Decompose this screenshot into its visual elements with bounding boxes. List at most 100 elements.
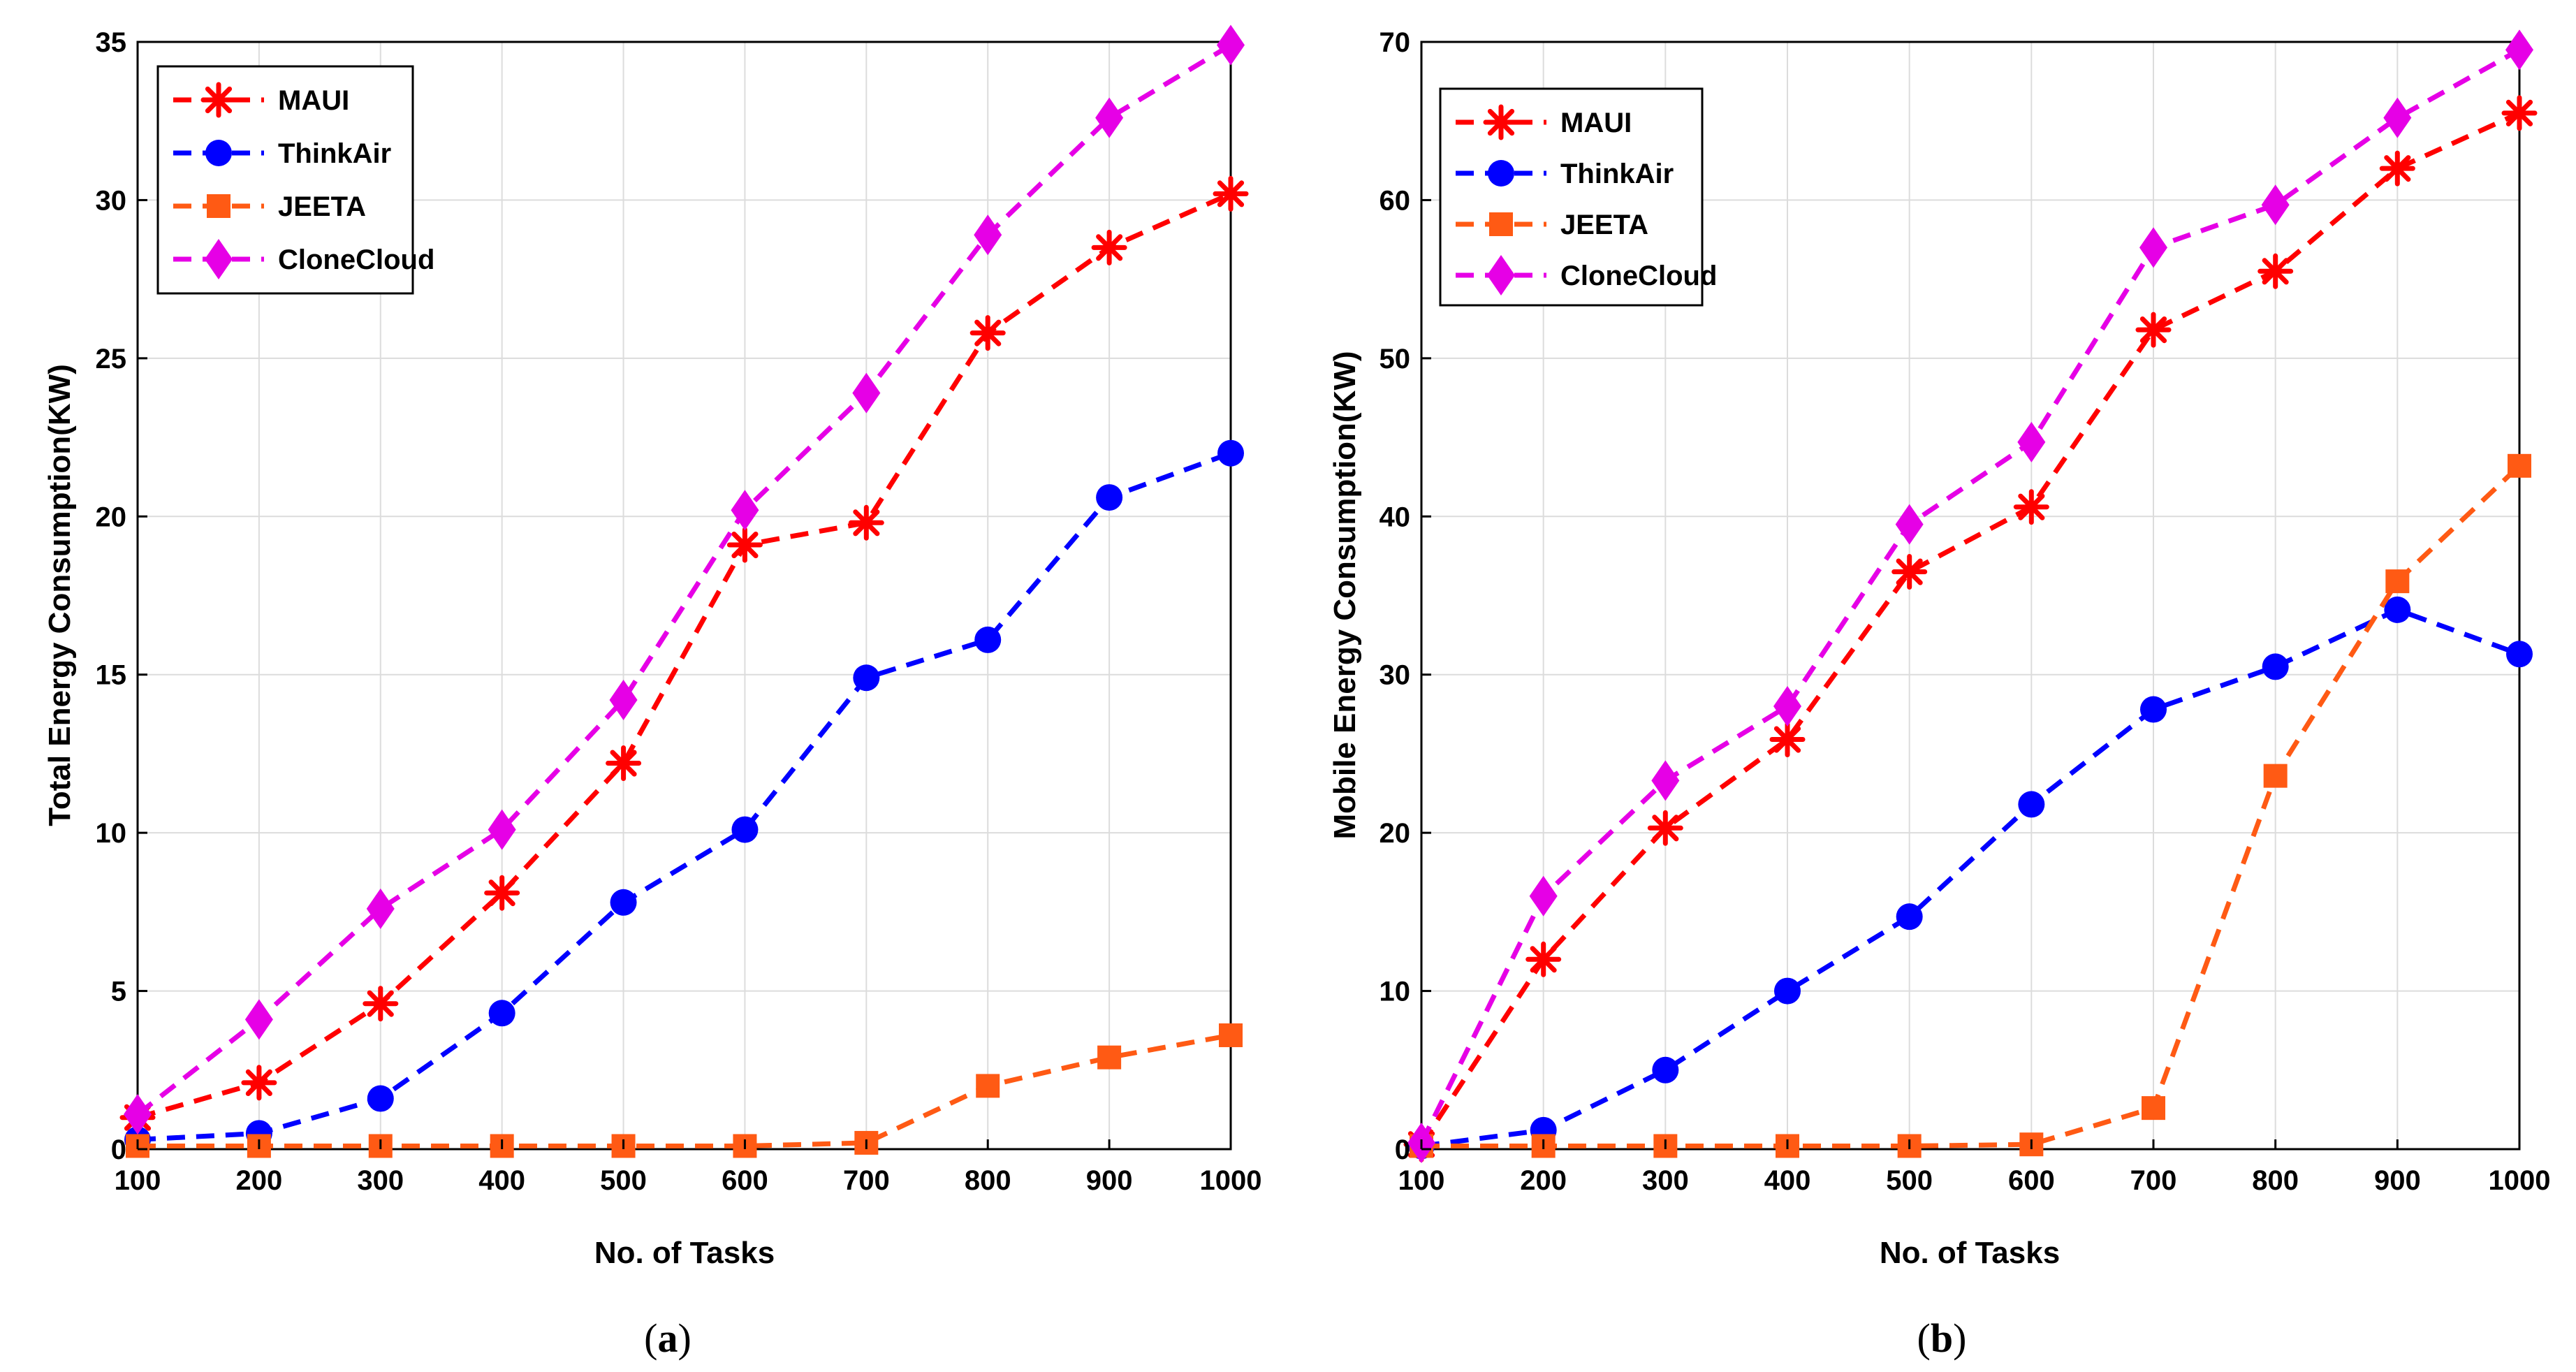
y-tick-label: 0 — [111, 1134, 126, 1165]
y-tick-label: 60 — [1380, 185, 1411, 216]
data-point-thinkair — [731, 816, 759, 843]
data-point-clonecloud — [366, 888, 395, 929]
data-point-maui — [2379, 150, 2415, 187]
y-tick-label: 20 — [96, 502, 127, 532]
data-point-maui — [2501, 95, 2538, 131]
data-point-clonecloud — [2139, 227, 2167, 268]
series-line-jeeta — [138, 1032, 1231, 1148]
plot-frame-b — [1420, 41, 2521, 1151]
data-point-jeeta — [2263, 764, 2288, 788]
data-point-maui — [1647, 810, 1683, 846]
x-axis-label-b: No. of Tasks — [1880, 1236, 2060, 1270]
x-tick-labels-b: 100 200 300 400 500 600 700 800 900 1000 — [1398, 1139, 2551, 1196]
data-point-thinkair — [2262, 653, 2289, 680]
data-point-maui — [1213, 175, 1249, 212]
chart-panel-b: 100 200 300 400 500 600 700 800 900 1000 0 10 20 30 4… — [1328, 27, 2550, 1361]
data-point-clonecloud — [609, 679, 638, 720]
data-point-clonecloud — [2017, 421, 2046, 462]
legend-label-maui: MAUI — [278, 85, 349, 116]
y-tick-label: 15 — [96, 660, 127, 691]
series-line-thinkair — [1421, 607, 2521, 1148]
x-tick-label: 700 — [2130, 1165, 2177, 1196]
data-point-thinkair — [1652, 1056, 1679, 1083]
x-tick-label: 800 — [2252, 1165, 2299, 1196]
x-tick-labels-a: 100 200 300 400 500 600 700 800 900 1000 — [115, 1139, 1262, 1196]
data-point-maui — [726, 527, 763, 563]
data-point-maui — [1769, 722, 1806, 757]
data-point-jeeta — [1097, 1045, 1122, 1070]
data-point-jeeta — [2508, 453, 2531, 478]
data-point-thinkair — [2384, 596, 2411, 623]
y-tick-label: 50 — [1380, 344, 1411, 374]
y-tick-label: 10 — [1380, 977, 1411, 1007]
y-tick-label: 30 — [1380, 660, 1411, 691]
y-tick-label: 5 — [111, 977, 126, 1007]
x-tick-label: 800 — [965, 1165, 1011, 1196]
series-line-thinkair — [137, 451, 1232, 1142]
data-point-maui — [363, 986, 399, 1022]
data-point-clonecloud — [1651, 760, 1680, 801]
data-point-thinkair — [2140, 696, 2167, 723]
data-point-clonecloud — [1529, 875, 1558, 917]
x-tick-label: 1000 — [2489, 1165, 2551, 1196]
plot-frame-a — [136, 41, 1232, 1151]
data-point-maui — [1525, 941, 1562, 977]
data-point-thinkair — [2018, 791, 2045, 818]
data-point-thinkair — [1096, 484, 1123, 511]
series-line-maui — [137, 191, 1232, 1121]
x-tick-label: 500 — [600, 1165, 647, 1196]
legend-marker-maui — [1483, 104, 1519, 140]
data-point-jeeta — [1219, 1023, 1243, 1047]
legend-label-clonecloud: CloneCloud — [1560, 261, 1717, 291]
y-axis-label-a: Total Energy Consumption(KW) — [43, 364, 77, 826]
data-point-clonecloud — [852, 372, 881, 414]
x-tick-label: 300 — [1642, 1165, 1689, 1196]
y-tick-label: 30 — [96, 185, 127, 216]
y-tick-labels-b: 0 10 20 30 40 50 60 70 — [1380, 27, 1431, 1165]
x-tick-label: 600 — [722, 1165, 768, 1196]
data-point-clonecloud — [2261, 184, 2290, 226]
x-tick-label: 900 — [1086, 1165, 1133, 1196]
x-tick-label: 300 — [357, 1165, 404, 1196]
legend-a: MAUI ThinkAir JEETA CloneCloud — [156, 65, 434, 295]
legend-label-clonecloud: CloneCloud — [278, 245, 434, 275]
data-point-thinkair — [2506, 641, 2533, 668]
x-tick-label: 1000 — [1200, 1165, 1262, 1196]
data-point-thinkair — [367, 1085, 394, 1112]
x-tick-label: 400 — [478, 1165, 525, 1196]
data-point-maui — [2257, 253, 2294, 289]
legend-marker-thinkair — [205, 140, 232, 166]
legend-label-thinkair: ThinkAir — [1560, 159, 1674, 189]
x-tick-label: 600 — [2008, 1165, 2055, 1196]
y-tick-label: 20 — [1380, 818, 1411, 849]
data-point-maui — [241, 1065, 277, 1101]
x-tick-label: 200 — [236, 1165, 283, 1196]
data-point-maui — [484, 875, 520, 911]
data-point-clonecloud — [124, 1094, 152, 1135]
data-point-maui — [1091, 229, 1127, 265]
data-point-clonecloud — [2383, 97, 2412, 138]
y-tick-label: 40 — [1380, 502, 1411, 532]
data-point-thinkair — [1896, 903, 1923, 931]
data-point-clonecloud — [731, 490, 759, 531]
x-tick-label: 900 — [2374, 1165, 2421, 1196]
data-point-maui — [969, 315, 1006, 351]
y-tick-label: 0 — [1395, 1134, 1410, 1165]
legend-label-jeeta: JEETA — [1560, 210, 1648, 240]
data-point-thinkair — [610, 889, 637, 916]
caption-a: (a) — [644, 1315, 691, 1361]
legend-box-b — [1439, 87, 1704, 307]
data-point-maui — [2013, 489, 2049, 525]
data-point-thinkair — [1774, 977, 1801, 1005]
data-point-clonecloud — [488, 809, 516, 850]
legend-label-jeeta: JEETA — [278, 191, 366, 222]
chart-panel-a: 100 200 300 400 500 600 700 800 900 1000 0 5 10 15 20… — [43, 24, 1262, 1361]
data-point-clonecloud — [1773, 686, 1801, 727]
legend-marker-jeeta — [1489, 212, 1513, 236]
x-tick-label: 100 — [115, 1165, 161, 1196]
series-line-maui — [1419, 110, 2521, 1146]
legend-marker-maui — [200, 82, 237, 118]
data-point-thinkair — [488, 1000, 515, 1027]
x-tick-label: 700 — [843, 1165, 890, 1196]
